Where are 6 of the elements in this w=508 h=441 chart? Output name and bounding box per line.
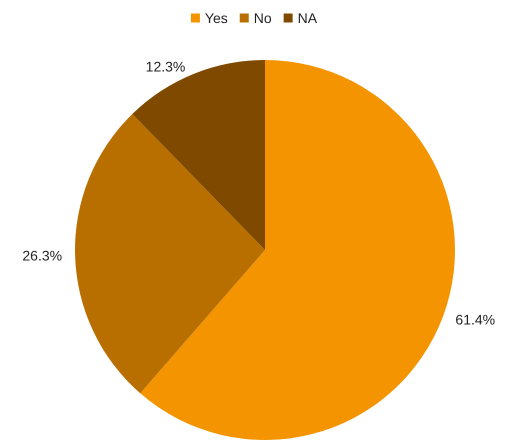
- data-label: 12.3%: [146, 58, 186, 75]
- legend-label: NA: [298, 10, 318, 26]
- data-label: 26.3%: [22, 248, 62, 264]
- legend-label: Yes: [204, 10, 228, 26]
- data-label: 61.4%: [455, 311, 496, 328]
- legend-label: No: [254, 10, 272, 26]
